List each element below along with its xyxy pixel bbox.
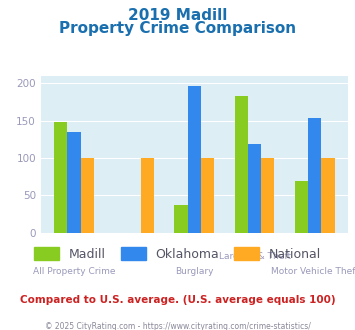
Bar <box>201 158 214 233</box>
Text: Property Crime Comparison: Property Crime Comparison <box>59 21 296 36</box>
Text: © 2025 CityRating.com - https://www.cityrating.com/crime-statistics/: © 2025 CityRating.com - https://www.city… <box>45 322 310 330</box>
Bar <box>321 158 335 233</box>
Bar <box>295 181 308 233</box>
Legend: Madill, Oklahoma, National: Madill, Oklahoma, National <box>28 242 327 266</box>
Text: Compared to U.S. average. (U.S. average equals 100): Compared to U.S. average. (U.S. average … <box>20 295 335 305</box>
Bar <box>141 158 154 233</box>
Bar <box>261 158 274 233</box>
Bar <box>175 205 188 233</box>
Bar <box>248 144 261 233</box>
Text: All Property Crime: All Property Crime <box>33 267 115 276</box>
Bar <box>188 85 201 233</box>
Bar <box>81 158 94 233</box>
Text: Motor Vehicle Theft: Motor Vehicle Theft <box>271 267 355 276</box>
Text: Arson: Arson <box>121 252 147 261</box>
Bar <box>308 118 321 233</box>
Text: Larceny & Theft: Larceny & Theft <box>219 252 291 261</box>
Text: Burglary: Burglary <box>175 267 214 276</box>
Text: 2019 Madill: 2019 Madill <box>128 8 227 23</box>
Bar <box>67 132 81 233</box>
Bar <box>54 122 67 233</box>
Bar <box>235 96 248 233</box>
